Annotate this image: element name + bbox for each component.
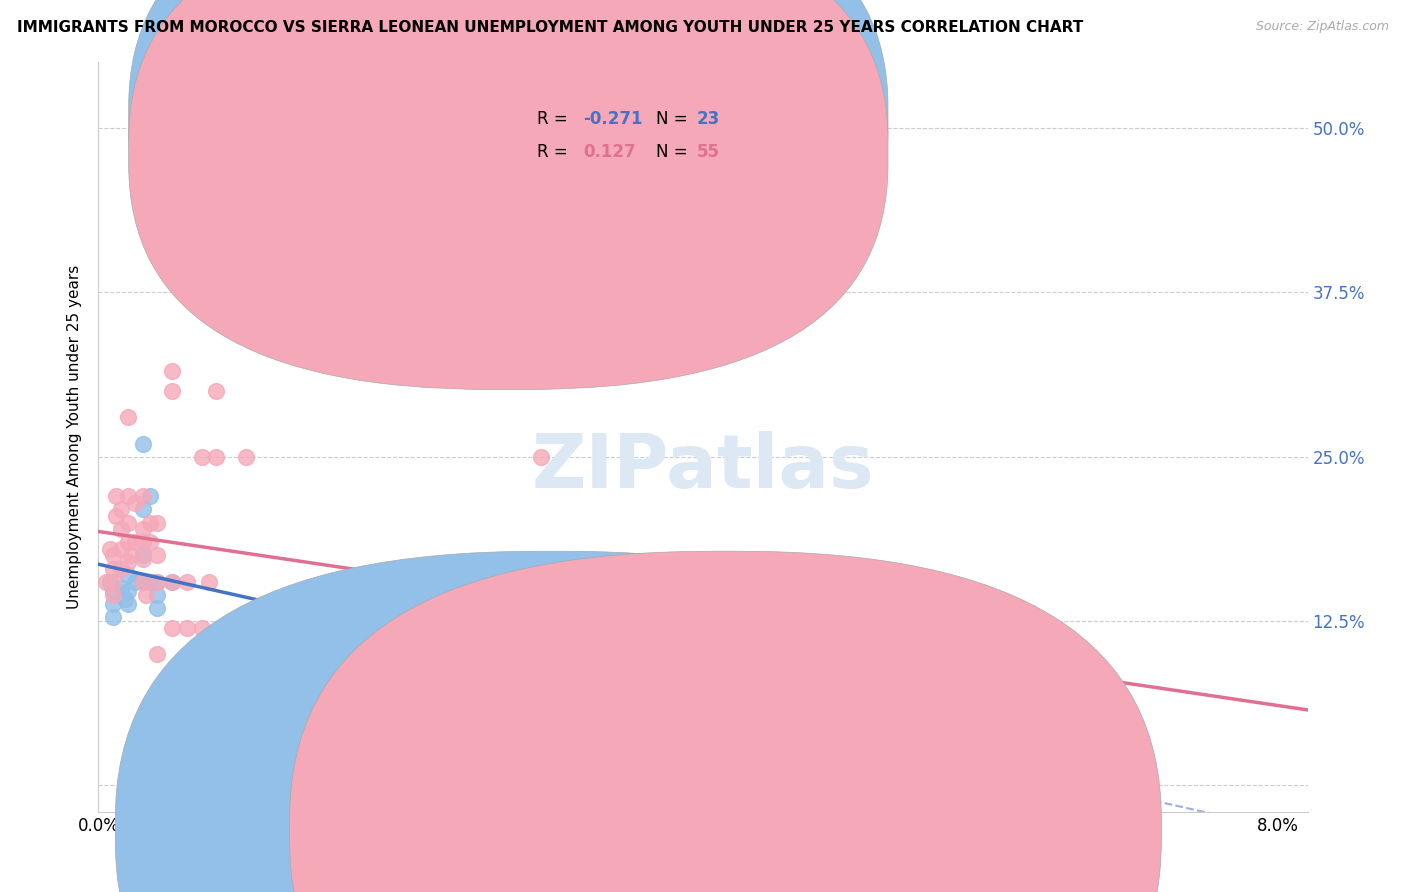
Point [131,549,153,563]
Point [160,621,183,635]
Point [574,574,596,589]
Point [190,450,212,464]
Point [139,489,162,503]
Text: -0.271: -0.271 [583,110,643,128]
Point [190,621,212,635]
Point [160,364,183,378]
Point [117,583,139,598]
FancyBboxPatch shape [129,0,889,390]
Point [131,574,153,589]
Point [456,621,478,635]
Point [131,535,153,549]
Text: ZIPatlas: ZIPatlas [531,431,875,504]
Point [117,516,139,530]
Text: 23: 23 [697,110,720,128]
Point [101,583,124,598]
Text: 0.127: 0.127 [583,144,636,161]
Point [146,574,169,589]
Point [101,588,124,602]
Point [98,574,121,589]
Point [160,574,183,589]
Point [131,574,153,589]
Point [124,535,146,549]
Point [139,516,162,530]
Point [110,581,132,595]
Text: 55: 55 [697,144,720,161]
Point [153,227,176,241]
Point [105,508,128,523]
Point [101,561,124,575]
Point [530,450,553,464]
Point [101,610,124,624]
Point [110,561,132,575]
FancyBboxPatch shape [129,0,889,356]
Point [205,450,228,464]
Text: Sierra Leoneans: Sierra Leoneans [745,823,869,838]
Point [898,673,921,688]
Point [98,541,121,556]
Point [176,660,198,674]
Point [678,693,700,707]
Point [603,673,626,688]
Point [117,535,139,549]
Point [101,549,124,563]
Text: N =: N = [655,144,693,161]
Point [706,772,728,786]
Point [205,384,228,398]
Point [146,549,169,563]
Point [131,552,153,566]
Point [117,597,139,611]
Point [176,574,198,589]
Point [105,489,128,503]
Point [131,522,153,536]
Point [110,502,132,516]
Point [124,496,146,510]
Point [94,574,117,589]
Point [114,591,136,606]
FancyBboxPatch shape [474,93,793,178]
Point [198,574,221,589]
Text: Immigrants from Morocco: Immigrants from Morocco [571,823,768,838]
Point [139,574,162,589]
Point [110,522,132,536]
Point [169,660,191,674]
Y-axis label: Unemployment Among Youth under 25 years: Unemployment Among Youth under 25 years [67,265,83,609]
Point [110,541,132,556]
Point [117,555,139,569]
Point [120,549,142,563]
Text: R =: R = [537,144,579,161]
Point [146,647,169,661]
Point [101,597,124,611]
Point [176,621,198,635]
Text: Source: ZipAtlas.com: Source: ZipAtlas.com [1256,20,1389,33]
Point [131,436,153,450]
Point [219,673,242,688]
Point [1119,719,1142,733]
Point [160,384,183,398]
Point [101,574,124,589]
Point [117,489,139,503]
Text: IMMIGRANTS FROM MOROCCO VS SIERRA LEONEAN UNEMPLOYMENT AMONG YOUTH UNDER 25 YEAR: IMMIGRANTS FROM MOROCCO VS SIERRA LEONEA… [17,20,1083,35]
Point [235,450,257,464]
Point [124,574,146,589]
Point [146,516,169,530]
Point [131,489,153,503]
Point [678,574,700,589]
Point [382,574,405,589]
Text: R =: R = [537,110,574,128]
Point [160,574,183,589]
Text: N =: N = [655,110,693,128]
Point [139,535,162,549]
Point [135,588,157,602]
Point [117,568,139,582]
Point [146,588,169,602]
Point [212,673,235,688]
Point [131,502,153,516]
Point [146,601,169,615]
Point [146,574,169,589]
Point [117,410,139,425]
